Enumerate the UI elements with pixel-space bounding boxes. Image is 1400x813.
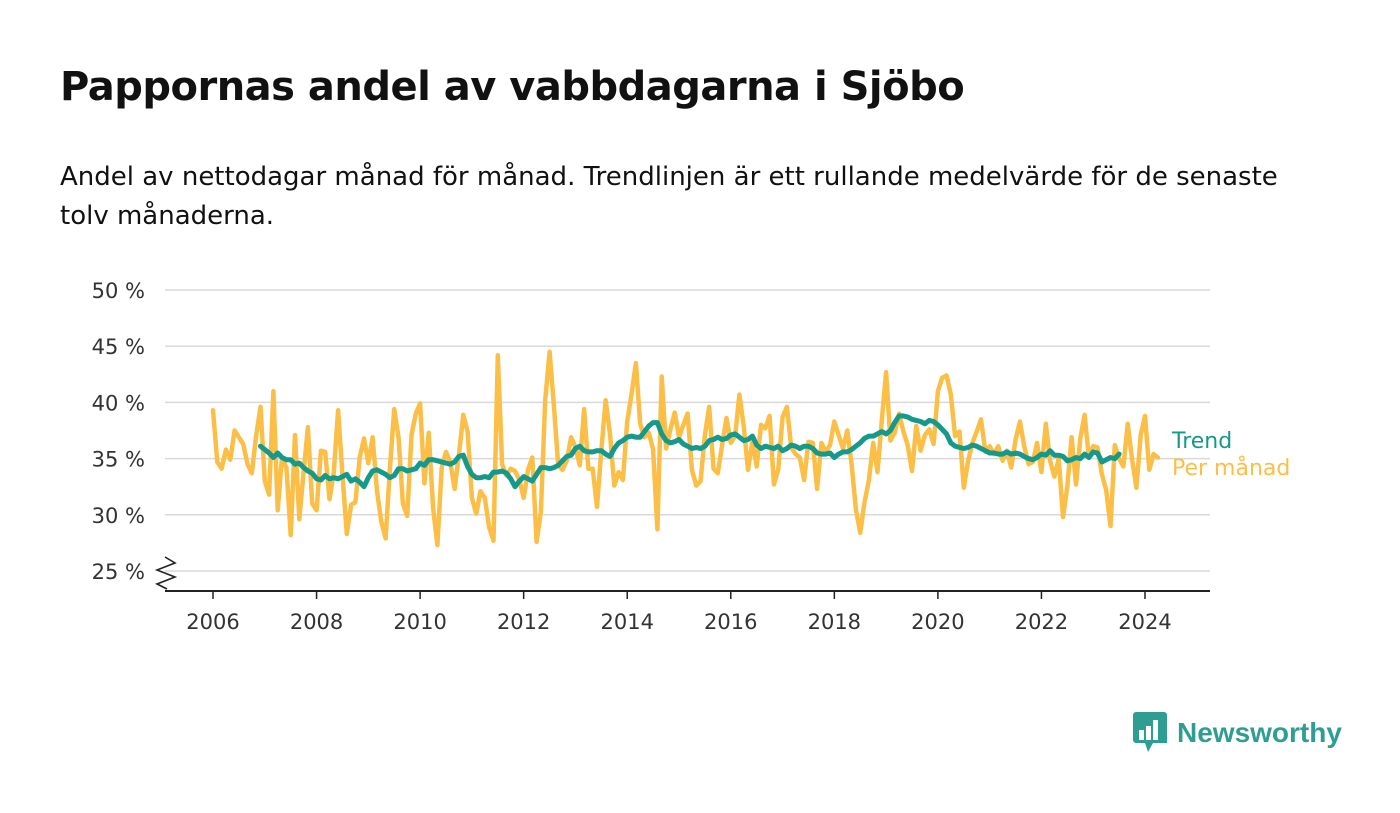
y-tick-label: 25 % (92, 560, 145, 584)
brand-logo: Newsworthy (1133, 712, 1342, 754)
y-tick-label: 40 % (92, 391, 145, 415)
series-lines (210, 349, 1161, 548)
series-line-trend (258, 413, 1122, 490)
x-tick-label: 2016 (704, 610, 757, 634)
x-tick-label: 2006 (186, 610, 239, 634)
x-tick-label: 2010 (393, 610, 446, 634)
x-tick-label: 2012 (497, 610, 550, 634)
x-tick-label: 2020 (911, 610, 964, 634)
series-line-per-manad (210, 349, 1161, 548)
x-tick-label: 2018 (808, 610, 861, 634)
brand-name: Newsworthy (1177, 717, 1342, 748)
series-label-trend: Trend (1171, 429, 1232, 454)
y-tick-label: 50 % (92, 279, 145, 303)
axis-break-icon (154, 556, 178, 590)
y-axis-ticks: 25 % 30 % 35 % 40 % 45 % 50 % (92, 279, 145, 584)
y-tick-label: 35 % (92, 448, 145, 472)
x-tick-label: 2022 (1015, 610, 1068, 634)
x-tick-label: 2014 (600, 610, 653, 634)
y-tick-label: 45 % (92, 335, 145, 359)
x-tick-label: 2024 (1118, 610, 1171, 634)
chart-title: Pappornas andel av vabbdagarna i Sjöbo (60, 64, 965, 110)
x-tick-label: 2008 (290, 610, 343, 634)
series-label-per-manad: Per månad (1172, 455, 1290, 481)
newsworthy-logo-icon (1133, 712, 1167, 752)
chart-subtitle: Andel av nettodagar månad för månad. Tre… (60, 162, 1278, 231)
y-tick-label: 30 % (92, 504, 145, 528)
x-axis: 2006 2008 2010 2012 2014 2016 2018 2020 2022 2024 (154, 556, 1210, 634)
